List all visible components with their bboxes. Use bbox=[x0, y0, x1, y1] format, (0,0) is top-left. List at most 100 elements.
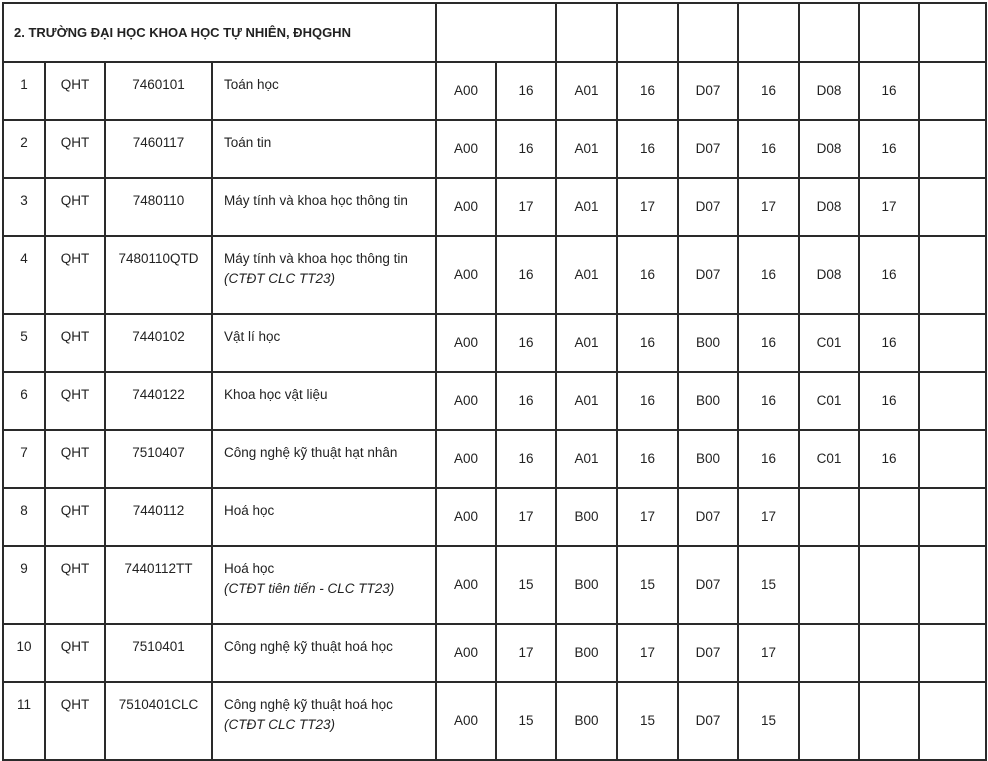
score-4: 16 bbox=[858, 235, 920, 315]
score-2-text: 17 bbox=[639, 199, 656, 214]
major-name: Khoa học vật liệu bbox=[211, 371, 437, 431]
empty-cell bbox=[918, 681, 987, 761]
score-3-text: 16 bbox=[760, 393, 777, 408]
school-code: QHT bbox=[44, 235, 106, 315]
subject-combo-1-text: A00 bbox=[453, 141, 479, 156]
subject-combo-3-text: D07 bbox=[695, 713, 721, 728]
row-number: 2 bbox=[2, 119, 46, 179]
score-3-text: 16 bbox=[760, 267, 777, 282]
row-number-text: 9 bbox=[20, 561, 28, 576]
major-name: Công nghệ kỹ thuật hạt nhân bbox=[211, 429, 437, 489]
major-code-text: 7440102 bbox=[132, 329, 185, 344]
row-number: 10 bbox=[2, 623, 46, 683]
score-3-text: 16 bbox=[760, 83, 777, 98]
subject-combo-4: D08 bbox=[798, 61, 860, 121]
school-code-text: QHT bbox=[60, 387, 90, 402]
subject-combo-4: C01 bbox=[798, 313, 860, 373]
major-name-text: Hoá học bbox=[224, 561, 275, 576]
score-4: 16 bbox=[858, 61, 920, 121]
subject-combo-2: A01 bbox=[555, 61, 618, 121]
score-2: 16 bbox=[616, 61, 679, 121]
school-code: QHT bbox=[44, 545, 106, 625]
subject-combo-2: A01 bbox=[555, 313, 618, 373]
major-name: Toán tin bbox=[211, 119, 437, 179]
score-2-text: 16 bbox=[639, 393, 656, 408]
subject-combo-1-text: A00 bbox=[453, 577, 479, 592]
major-code: 7480110 bbox=[104, 177, 213, 237]
subject-combo-1-text: A00 bbox=[453, 199, 479, 214]
score-1-text: 17 bbox=[518, 509, 534, 524]
school-code-text: QHT bbox=[60, 639, 90, 654]
score-1: 16 bbox=[495, 61, 557, 121]
subject-combo-3-text: B00 bbox=[695, 393, 721, 408]
subject-combo-3: B00 bbox=[677, 429, 739, 489]
subject-combo-1-text: A00 bbox=[453, 645, 479, 660]
row-number-text: 6 bbox=[20, 387, 28, 402]
subject-combo-2: A01 bbox=[555, 429, 618, 489]
table-row: 3 QHT 7480110 Máy tính và khoa học thông ti… bbox=[2, 177, 987, 237]
empty-cell bbox=[918, 177, 987, 237]
school-code-text: QHT bbox=[60, 77, 90, 92]
table-row: 9 QHT 7440112TT Hoá học (CTĐT tiên tiến - CL… bbox=[2, 545, 987, 625]
major-name: Toán học bbox=[211, 61, 437, 121]
score-4 bbox=[858, 545, 920, 625]
row-number-text: 3 bbox=[20, 193, 28, 208]
score-4-text: 17 bbox=[881, 199, 897, 214]
subject-combo-3-text: D07 bbox=[695, 141, 721, 156]
subject-combo-3: D07 bbox=[677, 119, 739, 179]
school-code-text: QHT bbox=[60, 697, 90, 712]
score-4-text: 16 bbox=[881, 267, 897, 282]
program-note: (CTĐT CLC TT23) bbox=[224, 271, 335, 286]
subject-combo-3: D07 bbox=[677, 61, 739, 121]
subject-combo-3: B00 bbox=[677, 313, 739, 373]
major-name: Công nghệ kỹ thuật hoá học bbox=[211, 623, 437, 683]
score-4-text: 16 bbox=[881, 141, 897, 156]
table-row: 7 QHT 7510407 Công nghệ kỹ thuật hạt nhân A0… bbox=[2, 429, 987, 489]
score-2-text: 16 bbox=[639, 267, 656, 282]
subject-combo-3: D07 bbox=[677, 177, 739, 237]
school-code: QHT bbox=[44, 313, 106, 373]
major-code-text: 7510401CLC bbox=[118, 697, 199, 712]
subject-combo-1-text: A00 bbox=[453, 451, 479, 466]
score-1: 17 bbox=[495, 487, 557, 547]
subject-combo-3: D07 bbox=[677, 235, 739, 315]
subject-combo-1: A00 bbox=[435, 429, 497, 489]
subject-combo-1-text: A00 bbox=[453, 713, 479, 728]
subject-combo-2: B00 bbox=[555, 545, 618, 625]
empty-cell bbox=[918, 429, 987, 489]
major-name-text: Khoa học vật liệu bbox=[224, 387, 328, 402]
row-number-text: 1 bbox=[20, 77, 28, 92]
empty-cell bbox=[918, 119, 987, 179]
score-1: 17 bbox=[495, 623, 557, 683]
school-code: QHT bbox=[44, 623, 106, 683]
score-3: 17 bbox=[737, 623, 800, 683]
subject-combo-4-text: D08 bbox=[816, 267, 842, 282]
score-1: 16 bbox=[495, 371, 557, 431]
score-4-text: 16 bbox=[881, 451, 897, 466]
major-name: Hoá học (CTĐT tiên tiến - CLC TT23) bbox=[211, 545, 437, 625]
subject-combo-1: A00 bbox=[435, 681, 497, 761]
school-code: QHT bbox=[44, 371, 106, 431]
subject-combo-4 bbox=[798, 545, 860, 625]
row-number-text: 10 bbox=[16, 639, 32, 654]
major-code: 7510401CLC bbox=[104, 681, 213, 761]
subject-combo-4: C01 bbox=[798, 371, 860, 431]
section-title: 2. TRƯỜNG ĐẠI HỌC KHOA HỌC TỰ NHIÊN, ĐHQ… bbox=[2, 2, 437, 63]
school-code-text: QHT bbox=[60, 561, 90, 576]
subject-combo-1: A00 bbox=[435, 313, 497, 373]
score-2: 17 bbox=[616, 487, 679, 547]
school-code: QHT bbox=[44, 681, 106, 761]
score-1: 16 bbox=[495, 119, 557, 179]
subject-combo-1: A00 bbox=[435, 61, 497, 121]
subject-combo-1: A00 bbox=[435, 235, 497, 315]
school-code-text: QHT bbox=[60, 135, 90, 150]
score-2: 16 bbox=[616, 235, 679, 315]
score-3-text: 16 bbox=[760, 451, 777, 466]
score-3-text: 15 bbox=[760, 577, 777, 592]
major-name-text: Công nghệ kỹ thuật hoá học bbox=[224, 639, 393, 654]
major-name-text: Vật lí học bbox=[224, 329, 281, 344]
major-name-text: Hoá học bbox=[224, 503, 275, 518]
score-4-text: 16 bbox=[881, 83, 897, 98]
subject-combo-1: A00 bbox=[435, 545, 497, 625]
table-row: 2 QHT 7460117 Toán tin A00 16 A01 16 D07 16 D08 16 bbox=[2, 119, 987, 179]
